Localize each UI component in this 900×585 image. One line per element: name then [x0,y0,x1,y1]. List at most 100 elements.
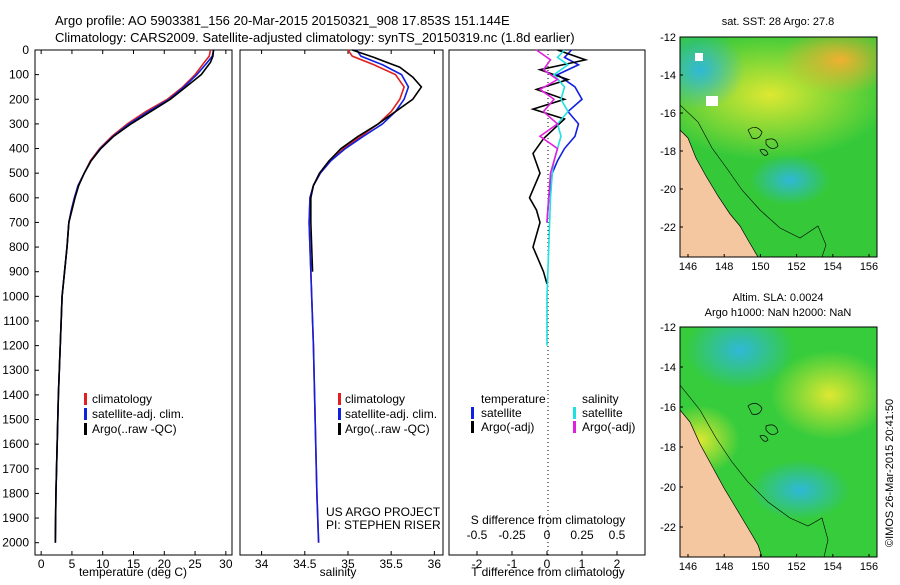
difference-legend: temperature salinity satellite Argo(-adj… [471,392,635,434]
series-line-sat_sal [546,49,570,346]
lat-tick-label: -16 [660,108,676,120]
x-tick-label: 36 [428,557,442,571]
pressure-axis: 0 100 200 300 400 500 600 700 800 900 1000 1100 1200… [2,43,39,550]
sla-low-patch-2 [750,460,850,520]
y-tick-label: 1900 [2,511,29,525]
lat-tick-label: -12 [660,322,676,334]
legend-label-satellite: satellite-adj. clim. [345,407,437,421]
legend-label-t-satellite: satellite [481,406,522,420]
salinity-x-axis: 34 34.5 35 35.5 36 [255,50,441,571]
salinity-axes-frame [239,49,444,556]
x-tick-label: -2 [472,557,483,571]
x-tick-label: 0 [38,557,45,571]
temperature-panel: 0100200300400500600700800900100011001200… [2,43,233,579]
header-line2: Climatology: CARS2009. Satellite-adjuste… [55,30,575,45]
lat-tick-label: -22 [660,222,676,234]
lat-tick-label: -22 [660,522,676,534]
y-tick-label: 0 [22,43,29,57]
x-tick-label: 25 [188,557,202,571]
lat-tick-label: -20 [660,184,676,196]
sla-map-frame [679,326,878,558]
lat-tick-label: -20 [660,482,676,494]
lat-tick-label: -18 [660,442,676,454]
lon-tick-label: 156 [860,561,878,573]
sst-1000m-contour [680,104,827,257]
legend-label-satellite: satellite-adj. clim. [92,407,184,421]
lon-tick-label: 148 [715,561,733,573]
legend-label-argo: Argo(..raw -QC) [345,422,430,436]
legend-title-temperature: temperature [481,392,546,406]
legend-title-salinity: salinity [582,392,619,406]
sst-map-frame [679,36,878,258]
lat-tick-label: -14 [660,70,676,82]
salinity-xlabel: salinity [320,565,357,579]
sla-land [680,409,763,557]
sla-map-axes: 146 148 150 152 154 156 -12 -14 -16 -18 -20 -22 [660,322,878,573]
y-tick-label: 300 [9,117,29,131]
sst-map-title: sat. SST: 28 Argo: 27.8 [722,16,835,28]
legend-label-climatology: climatology [345,392,405,406]
x-tick-label: 2 [614,557,621,571]
sla-low-patch [685,327,795,390]
series-line-clim [54,49,212,543]
y-tick-label: 200 [9,92,29,106]
y-tick-label: 1500 [2,413,29,427]
legend-swatch-t-satellite [471,407,474,419]
imos-credit: ©IMOS 26-Mar-2015 20:41:50 [884,399,896,547]
series-line-argo [310,49,423,272]
x-tick-label: 34.5 [293,557,317,571]
x-tick-label: 15 [127,557,141,571]
legend-swatch-argo [84,423,87,435]
y-tick-label: 1000 [2,289,29,303]
x-tick-label: -1 [507,557,518,571]
legend-swatch-argo [338,423,341,435]
x-tick-label: 10 [96,557,110,571]
lon-tick-label: 150 [751,561,769,573]
header-line1: Argo profile: AO 5903381_156 20-Mar-2015… [55,13,510,28]
sst-hot-patch [780,37,877,95]
legend-swatch-t-argo [471,421,474,433]
temperature-xlabel: temperature (deg C) [79,565,187,579]
s-difference-xlabel: S difference from climatology [471,513,626,527]
series-line-sat [54,49,215,543]
t-difference-x-axis: -2 -1 0 1 2 [472,551,621,571]
sst-cool-patch-2 [750,155,830,205]
series-line-clim [308,49,406,543]
x-tick-label: 5 [69,557,76,571]
y-tick-label: 1800 [2,486,29,500]
series-line-argo [528,49,589,285]
legend-swatch-climatology [84,393,87,405]
lon-tick-label: 154 [824,261,842,273]
lon-tick-label: 146 [679,561,697,573]
sst-land [680,129,759,257]
t-difference-xlabel: T difference from climatology [471,565,625,579]
y-tick-label: 1600 [2,437,29,451]
lon-tick-label: 152 [787,261,805,273]
legend-swatch-s-argo [573,421,576,433]
sla-map-title: Altim. SLA: 0.0024 [732,292,823,304]
lon-tick-label: 150 [751,261,769,273]
legend-swatch-climatology [338,393,341,405]
y-tick-label: 400 [9,142,29,156]
salinity-series [308,49,423,543]
legend-swatch-satellite [84,408,87,420]
y-tick-label: 500 [9,166,29,180]
legend-label-climatology: climatology [92,392,152,406]
sst-map-axes: 146 148 150 152 154 156 -12 -14 -16 -18 -20 -22 [660,32,878,273]
y-tick-label: 2000 [2,536,29,550]
lat-tick-label: -14 [660,362,676,374]
sla-1000m-contour [680,384,829,557]
x-tick-label: 0 [544,557,551,571]
series-line-sat [308,49,410,543]
y-tick-label: 1100 [3,314,29,328]
sst-missing-cell [695,53,703,61]
sla-map-subtitle: Argo h1000: NaN h2000: NaN [705,307,852,319]
difference-series [528,49,589,346]
s-tick-label: -0.25 [498,528,526,542]
lon-tick-label: 156 [860,261,878,273]
temperature-legend: climatology satellite-adj. clim. Argo(..… [84,392,184,436]
legend-label-s-satellite: satellite [582,406,623,420]
x-tick-label: 34 [255,557,269,571]
